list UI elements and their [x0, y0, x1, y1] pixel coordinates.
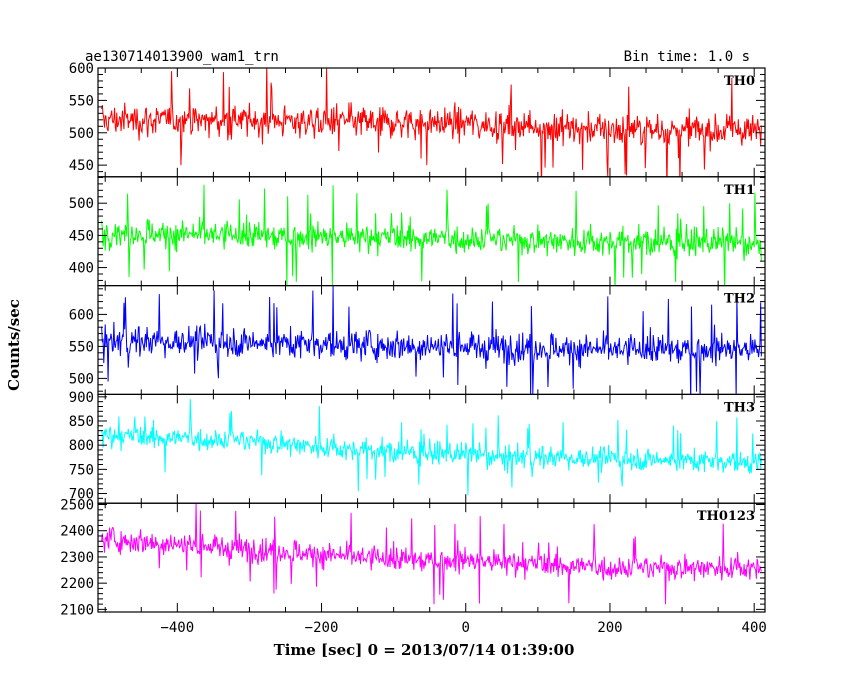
- y-tick-label: 500: [69, 371, 94, 387]
- series-line-th3: [101, 399, 762, 496]
- y-tick-label: 500: [69, 196, 94, 212]
- y-tick-label: 2400: [60, 524, 94, 540]
- panel-frame: [97, 502, 766, 613]
- bin-time-label: Bin time: 1.0 s: [624, 49, 750, 65]
- panel-label: TH0123: [697, 509, 755, 524]
- y-tick-label: 900: [69, 390, 94, 406]
- y-tick-label: 2300: [60, 550, 94, 566]
- y-tick-label: 2500: [60, 498, 94, 514]
- panel-th1: TH1 400 450 500: [69, 176, 766, 287]
- y-tick-label: 800: [69, 438, 94, 454]
- x-tick-label: 0: [462, 620, 470, 636]
- series-line-th0123: [101, 503, 762, 605]
- x-tick-label: 400: [742, 620, 767, 636]
- panel-th2: TH2 500 550 600: [69, 285, 766, 396]
- panel-label: TH2: [724, 292, 755, 307]
- series-line-th0: [101, 68, 762, 177]
- x-axis-label: Time [sec] 0 = 2013/07/14 01:39:00: [274, 641, 575, 659]
- y-axis-label: Counts/sec: [5, 299, 23, 391]
- y-tick-label: 550: [69, 93, 94, 109]
- x-tick-label: −200: [305, 620, 339, 636]
- y-tick-label: 850: [69, 414, 94, 430]
- y-tick-label: 700: [69, 487, 94, 503]
- panels-group: TH0450500550600TH1400450500TH2500550600T…: [60, 61, 767, 636]
- y-tick-label: 500: [69, 126, 94, 142]
- y-tick-label: 450: [69, 228, 94, 244]
- series-line-th1: [101, 184, 762, 286]
- chart-title: ae130714013900_wam1_trn: [85, 49, 279, 65]
- y-tick-label: 2200: [60, 576, 94, 592]
- panel-frame: [97, 393, 766, 504]
- y-tick-label: 600: [69, 307, 94, 323]
- x-tick-label: −400: [160, 620, 194, 636]
- panel-th0: TH0 450 500 550 600: [69, 61, 766, 178]
- y-tick-label: 550: [69, 339, 94, 355]
- y-tick-label: 400: [69, 261, 94, 277]
- y-tick-label: 600: [69, 61, 94, 77]
- x-tick-label: 200: [597, 620, 622, 636]
- series-line-th2: [101, 285, 762, 395]
- panel-th3: TH3 700 750 800 850 900: [69, 390, 766, 504]
- panel-label: TH1: [724, 183, 755, 198]
- panel-th0123: TH0123 2100 2200 2300 2400 2500: [60, 498, 766, 618]
- panel-label: TH0: [724, 74, 755, 89]
- panel-label: TH3: [724, 400, 755, 415]
- y-tick-label: 450: [69, 158, 94, 174]
- y-tick-label: 2100: [60, 602, 94, 618]
- y-tick-label: 750: [69, 462, 94, 478]
